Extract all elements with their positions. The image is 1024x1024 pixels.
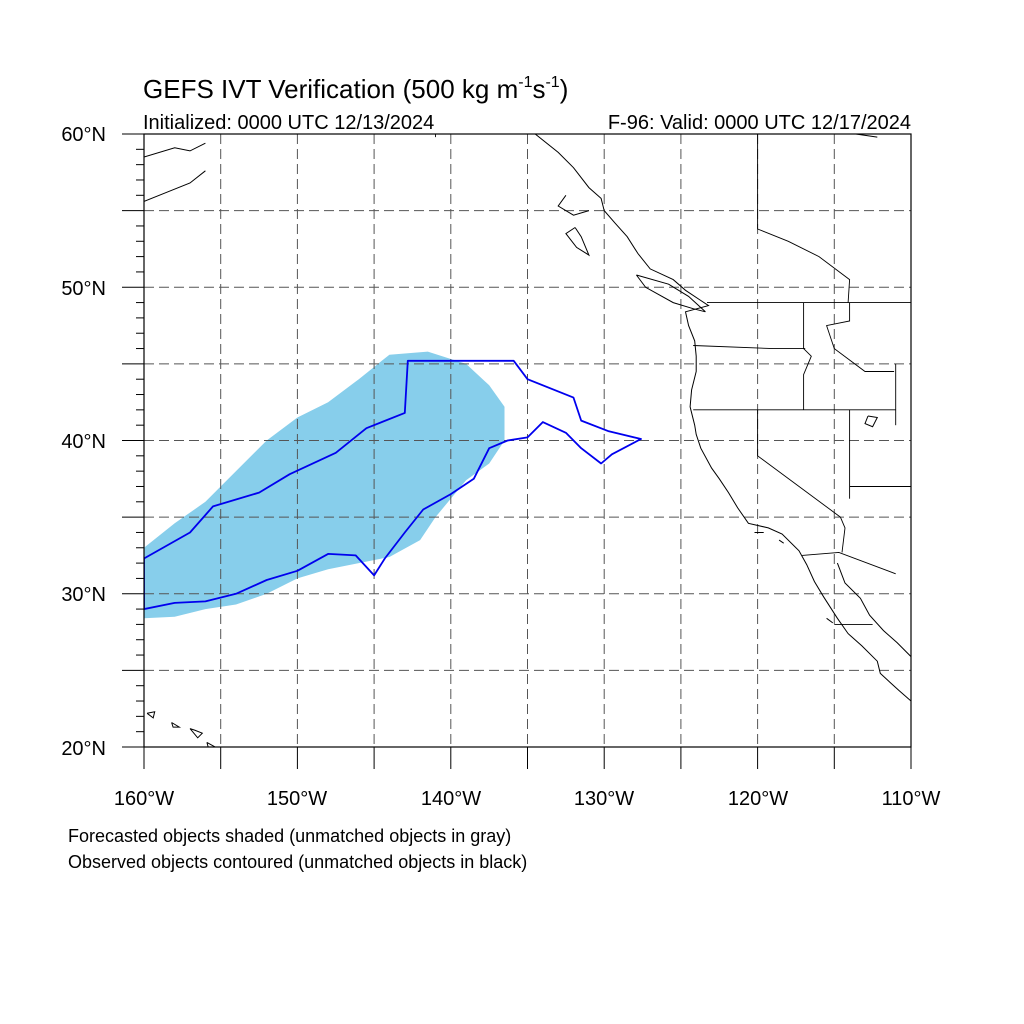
coastline [635, 274, 706, 313]
border-line [757, 409, 841, 518]
island-outline [206, 741, 217, 747]
lat-label-60n: 60°N [61, 124, 106, 146]
lat-label-50n: 50°N [61, 278, 106, 300]
coastline [836, 562, 911, 657]
coastline [565, 227, 590, 257]
lat-lon-grid [144, 134, 911, 747]
figure-title: GEFS IVT Verification (500 kg m-1s-1) [143, 74, 568, 104]
border-line [693, 345, 806, 350]
valid-time-label: F-96: Valid: 0000 UTC 12/17/2024 [608, 112, 911, 134]
coastline [144, 142, 206, 158]
lat-label-20n: 20°N [61, 738, 106, 760]
island-outline [189, 728, 204, 739]
coastlines [144, 134, 911, 747]
island-outline [171, 722, 182, 728]
island-outline [826, 617, 834, 624]
observed-legend-note: Observed objects contoured (unmatched ob… [68, 852, 528, 872]
observed-objects [144, 359, 642, 610]
lat-label-30n: 30°N [61, 584, 106, 606]
lon-label-110w: 110°W [882, 788, 941, 810]
forecast-legend-note: Forecasted objects shaded (unmatched obj… [68, 826, 512, 846]
coastline [557, 195, 590, 216]
lon-label-120w: 120°W [728, 788, 788, 810]
coastline [144, 170, 206, 202]
border-line [802, 551, 896, 575]
init-time-label: Initialized: 0000 UTC 12/13/2024 [143, 112, 434, 134]
forecast-ivt-object [144, 351, 505, 619]
lon-label-150w: 150°W [267, 788, 327, 810]
lon-label-160w: 160°W [114, 788, 174, 810]
map-area [144, 134, 911, 747]
lat-label-40n: 40°N [61, 431, 106, 453]
observed-ivt-object [144, 359, 642, 610]
lon-label-130w: 130°W [574, 788, 634, 810]
lon-label-140w: 140°W [421, 788, 481, 810]
forecast-objects [144, 351, 505, 619]
island-outline [778, 539, 784, 544]
border-line [757, 134, 851, 303]
political-borders [435, 134, 911, 625]
border-line [839, 516, 846, 553]
coastline [534, 134, 911, 702]
border-line [826, 302, 895, 372]
border-line [803, 302, 812, 410]
lake-outline [864, 415, 879, 428]
island-outline [146, 711, 156, 719]
axis-ticks [122, 133, 912, 769]
